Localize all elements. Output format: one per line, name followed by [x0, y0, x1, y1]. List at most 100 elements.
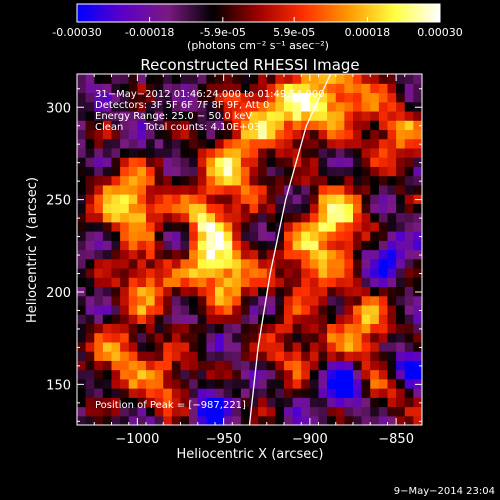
heatmap-cell: [318, 231, 328, 241]
heatmap-cell: [102, 92, 113, 103]
heatmap-cell: [309, 231, 320, 241]
heatmap-cell: [404, 415, 414, 425]
heatmap-cell: [206, 120, 216, 131]
heatmap-cell: [163, 295, 173, 306]
heatmap-cell: [77, 388, 87, 398]
heatmap-cell: [335, 286, 345, 297]
heatmap-cell: [154, 120, 164, 131]
heatmap-cell: [120, 378, 130, 389]
heatmap-cell: [344, 249, 354, 260]
heatmap-cell: [266, 138, 276, 149]
heatmap-cell: [163, 323, 173, 334]
heatmap-cell: [249, 295, 259, 306]
heatmap-cell: [197, 110, 207, 121]
heatmap-cell: [240, 138, 251, 149]
heatmap-cell: [309, 212, 320, 223]
heatmap-cell: [85, 351, 95, 361]
heatmap-cell: [344, 83, 354, 94]
heatmap-cell: [292, 212, 302, 223]
heatmap-cell: [292, 286, 302, 297]
heatmap-cell: [223, 378, 233, 389]
heatmap-cell: [111, 92, 121, 103]
heatmap-cell: [404, 83, 414, 94]
heatmap-cell: [163, 231, 173, 241]
heatmap-cell: [292, 129, 302, 140]
heatmap-cell: [404, 378, 414, 389]
heatmap-cell: [378, 166, 389, 177]
heatmap-cell: [284, 415, 294, 425]
heatmap-cell: [361, 120, 371, 131]
heatmap-cell: [387, 351, 397, 361]
heatmap-cell: [404, 240, 414, 251]
heatmap-cell: [102, 194, 113, 204]
heatmap-cell: [223, 138, 233, 149]
heatmap-cell: [284, 258, 294, 269]
heatmap-cell: [171, 129, 182, 140]
heatmap-cell: [240, 406, 251, 417]
heatmap-cell: [223, 147, 233, 158]
heatmap-cell: [223, 277, 233, 288]
heatmap-cell: [180, 378, 190, 389]
heatmap-cell: [396, 101, 406, 112]
heatmap-cell: [102, 203, 113, 214]
heatmap-cell: [301, 388, 311, 398]
heatmap-cell: [94, 203, 104, 214]
heatmap-cell: [318, 240, 328, 251]
heatmap-cell: [163, 194, 173, 204]
heatmap-cell: [344, 332, 354, 343]
heatmap-cell: [387, 231, 397, 241]
heatmap-cell: [284, 231, 294, 241]
heatmap-cell: [396, 203, 406, 214]
heatmap-cell: [137, 221, 147, 232]
heatmap-cell: [240, 203, 251, 214]
heatmap-cell: [240, 240, 251, 251]
heatmap-cell: [353, 74, 363, 84]
heatmap-cell: [232, 110, 242, 121]
heatmap-cell: [206, 277, 216, 288]
heatmap-cell: [370, 74, 380, 84]
heatmap-cell: [353, 286, 363, 297]
heatmap-cell: [292, 360, 302, 371]
heatmap-cell: [353, 83, 363, 94]
heatmap-cell: [111, 203, 121, 214]
heatmap-cell: [353, 194, 363, 204]
heatmap-cell: [318, 369, 328, 380]
heatmap-cell: [215, 74, 225, 84]
heatmap-cell: [413, 378, 422, 389]
heatmap-cell: [85, 120, 95, 131]
heatmap-cell: [128, 286, 138, 297]
heatmap-cell: [327, 397, 337, 408]
x-tick-label: −850: [378, 432, 414, 447]
heatmap-cell: [404, 397, 414, 408]
heatmap-cell: [77, 240, 87, 251]
heatmap-cell: [128, 83, 138, 94]
heatmap-cell: [309, 157, 320, 167]
heatmap-cell: [275, 295, 285, 306]
heatmap-cell: [146, 231, 156, 241]
heatmap-cell: [77, 397, 87, 408]
heatmap-cell: [128, 304, 138, 315]
heatmap-cell: [344, 388, 354, 398]
heatmap-cell: [353, 203, 363, 214]
heatmap-cell: [249, 258, 259, 269]
heatmap-cell: [327, 83, 337, 94]
heatmap-cell: [232, 249, 242, 260]
heatmap-cell: [309, 240, 320, 251]
heatmap-cell: [85, 138, 95, 149]
heatmap-cell: [111, 277, 121, 288]
heatmap-cell: [197, 277, 207, 288]
annotation-counts: Total counts: 4.10E+03: [143, 122, 260, 133]
heatmap-cell: [284, 110, 294, 121]
heatmap-cell: [378, 406, 389, 417]
heatmap-cell: [344, 258, 354, 269]
heatmap-cell: [258, 166, 268, 177]
heatmap-cell: [85, 378, 95, 389]
heatmap-cell: [292, 157, 302, 167]
heatmap-cell: [120, 83, 130, 94]
heatmap-cell: [370, 314, 380, 324]
heatmap-cell: [318, 378, 328, 389]
heatmap-cell: [215, 378, 225, 389]
heatmap-cell: [258, 369, 268, 380]
heatmap-cell: [301, 258, 311, 269]
heatmap-cell: [249, 203, 259, 214]
